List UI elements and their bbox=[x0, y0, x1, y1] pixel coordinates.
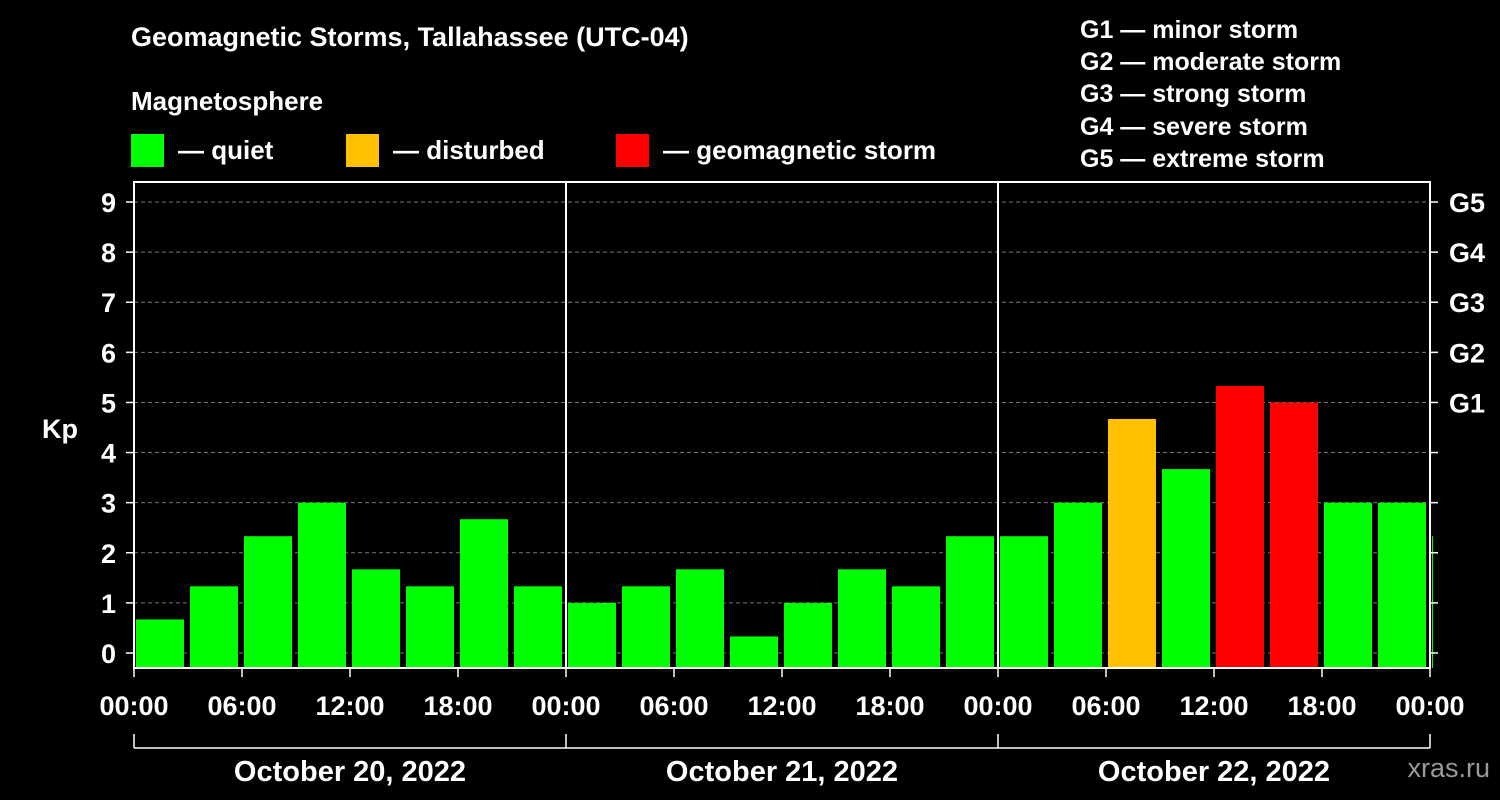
xtick-label-10: 12:00 bbox=[1179, 691, 1248, 721]
right-label-G2: G2 bbox=[1449, 338, 1485, 368]
bar-11 bbox=[730, 636, 778, 668]
legend-storm: — geomagnetic storm bbox=[616, 133, 936, 167]
storm-level-g4: G4 — severe storm bbox=[1080, 112, 1308, 141]
ytick-label-0: 0 bbox=[101, 639, 116, 669]
bar-18 bbox=[1108, 418, 1156, 668]
ytick-label-5: 5 bbox=[101, 388, 116, 418]
xtick-label-0: 00:00 bbox=[99, 691, 168, 721]
bar-10 bbox=[676, 569, 724, 668]
ytick-label-1: 1 bbox=[101, 589, 116, 619]
legend-disturbed: — disturbed bbox=[346, 133, 545, 167]
right-label-G1: G1 bbox=[1449, 388, 1485, 418]
bar-20 bbox=[1216, 385, 1264, 668]
legend-swatch-storm bbox=[616, 133, 649, 167]
date-label-0: October 20, 2022 bbox=[234, 756, 466, 788]
bar-22 bbox=[1324, 502, 1372, 668]
bar-13 bbox=[838, 569, 886, 668]
xtick-label-4: 00:00 bbox=[531, 691, 600, 721]
ytick-label-3: 3 bbox=[101, 489, 116, 519]
storm-level-g2: G2 — moderate storm bbox=[1080, 48, 1342, 77]
ytick-label-9: 9 bbox=[101, 188, 116, 218]
bar-3 bbox=[298, 502, 346, 668]
xtick-label-3: 18:00 bbox=[423, 691, 492, 721]
bar-19 bbox=[1162, 469, 1210, 668]
storm-level-g1: G1 — minor storm bbox=[1080, 16, 1299, 44]
bar-12 bbox=[784, 602, 832, 668]
ytick-label-2: 2 bbox=[101, 539, 116, 569]
xtick-label-9: 06:00 bbox=[1071, 691, 1140, 721]
bar-17 bbox=[1054, 502, 1102, 668]
bar-16 bbox=[1000, 536, 1048, 668]
bar-5 bbox=[406, 586, 454, 668]
xtick-label-11: 18:00 bbox=[1287, 691, 1356, 721]
xtick-label-12: 00:00 bbox=[1395, 691, 1464, 721]
bar-2 bbox=[244, 536, 292, 668]
storm-level-list: G1 — minor storm G2 — moderate storm G3 … bbox=[1080, 14, 1341, 175]
bar-9 bbox=[622, 586, 670, 668]
xtick-label-8: 00:00 bbox=[963, 691, 1032, 721]
legend-label-quiet: — quiet bbox=[178, 134, 274, 165]
xtick-label-5: 06:00 bbox=[639, 691, 708, 721]
ytick-label-4: 4 bbox=[101, 439, 116, 469]
bar-1 bbox=[190, 586, 238, 668]
xtick-label-1: 06:00 bbox=[207, 691, 276, 721]
legend-swatch-quiet bbox=[131, 133, 164, 167]
bar-0 bbox=[136, 619, 184, 668]
right-label-G5: G5 bbox=[1449, 188, 1485, 218]
bar-23 bbox=[1378, 502, 1426, 668]
right-label-G4: G4 bbox=[1449, 238, 1485, 268]
xtick-label-2: 12:00 bbox=[315, 691, 384, 721]
storm-level-g5: G5 — extreme storm bbox=[1080, 144, 1325, 173]
bar-7 bbox=[514, 586, 562, 668]
bar-21 bbox=[1270, 402, 1318, 668]
ytick-label-7: 7 bbox=[101, 288, 116, 318]
legend-quiet: — quiet bbox=[131, 133, 273, 167]
ytick-label-8: 8 bbox=[101, 238, 116, 268]
bar-4 bbox=[352, 569, 400, 668]
legend-label-storm: — geomagnetic storm bbox=[663, 134, 937, 165]
bar-6 bbox=[460, 519, 508, 668]
watermark: xras.ru bbox=[1407, 753, 1490, 783]
y-axis-label: Kp bbox=[42, 414, 78, 444]
legend-swatch-disturbed bbox=[346, 133, 379, 167]
bar-15 bbox=[946, 536, 994, 668]
bar-24 bbox=[1432, 536, 1433, 668]
xtick-label-6: 12:00 bbox=[747, 691, 816, 721]
chart-title: Geomagnetic Storms, Tallahassee (UTC-04) bbox=[131, 22, 689, 52]
bar-14 bbox=[892, 586, 940, 668]
legend-label-disturbed: — disturbed bbox=[393, 134, 545, 165]
xtick-label-7: 18:00 bbox=[855, 691, 924, 721]
date-label-1: October 21, 2022 bbox=[666, 756, 898, 788]
legend-heading: Magnetosphere bbox=[131, 86, 324, 116]
storm-level-g3: G3 — strong storm bbox=[1080, 80, 1307, 109]
bar-8 bbox=[568, 602, 616, 668]
right-label-G3: G3 bbox=[1449, 288, 1485, 318]
date-label-2: October 22, 2022 bbox=[1098, 756, 1330, 788]
ytick-label-6: 6 bbox=[101, 338, 116, 368]
